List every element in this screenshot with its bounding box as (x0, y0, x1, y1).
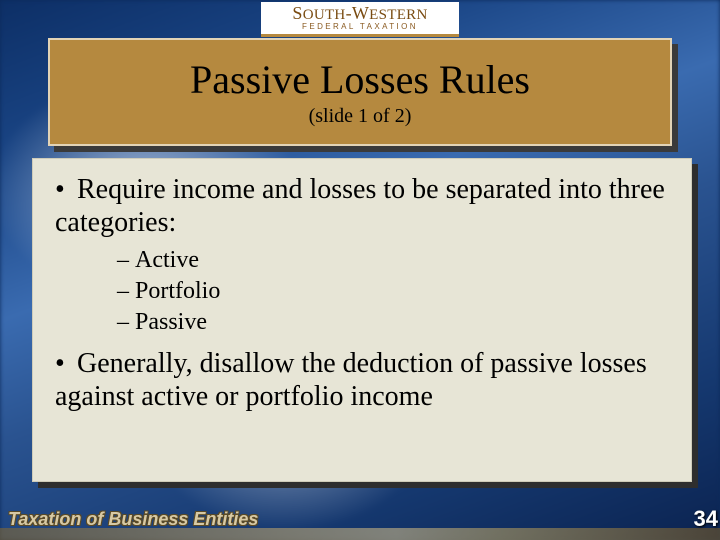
body-box: •Require income and losses to be separat… (32, 158, 692, 482)
title-box: Passive Losses Rules (slide 1 of 2) (48, 38, 672, 146)
subbullet-text: Portfolio (135, 278, 220, 304)
subbullet: –Portfolio (117, 276, 669, 307)
body-container: •Require income and losses to be separat… (32, 158, 692, 482)
subbullet-text: Passive (135, 309, 207, 335)
bullet-2: •Generally, disallow the deduction of pa… (55, 347, 669, 413)
slide-subtitle: (slide 1 of 2) (309, 105, 412, 128)
bullet-1-sublist: –Active –Portfolio –Passive (55, 245, 669, 337)
brand-line1: SOUTH-WESTERN (267, 4, 453, 23)
page-number: 34 (694, 506, 718, 532)
footer-title: Taxation of Business Entities (8, 509, 258, 530)
brand-line2: FEDERAL TAXATION (267, 23, 453, 31)
bullet-glyph: • (55, 347, 77, 380)
brand-line1-c: -W (346, 3, 370, 23)
subbullet-text: Active (135, 247, 199, 273)
slide-title: Passive Losses Rules (190, 56, 530, 103)
bullet-2-text: Generally, disallow the deduction of pas… (55, 348, 647, 412)
bullet-1-text: Require income and losses to be separate… (55, 174, 665, 238)
brand-line1-a: S (292, 3, 302, 23)
bullet-1: •Require income and losses to be separat… (55, 173, 669, 239)
brand-line1-b: OUTH (303, 7, 346, 23)
subbullet: –Passive (117, 307, 669, 338)
brand-logo: SOUTH-WESTERN FEDERAL TAXATION (261, 2, 459, 37)
title-container: Passive Losses Rules (slide 1 of 2) (48, 38, 672, 146)
brand-line1-d: ESTERN (369, 7, 427, 23)
subbullet: –Active (117, 245, 669, 276)
bullet-glyph: • (55, 173, 77, 206)
